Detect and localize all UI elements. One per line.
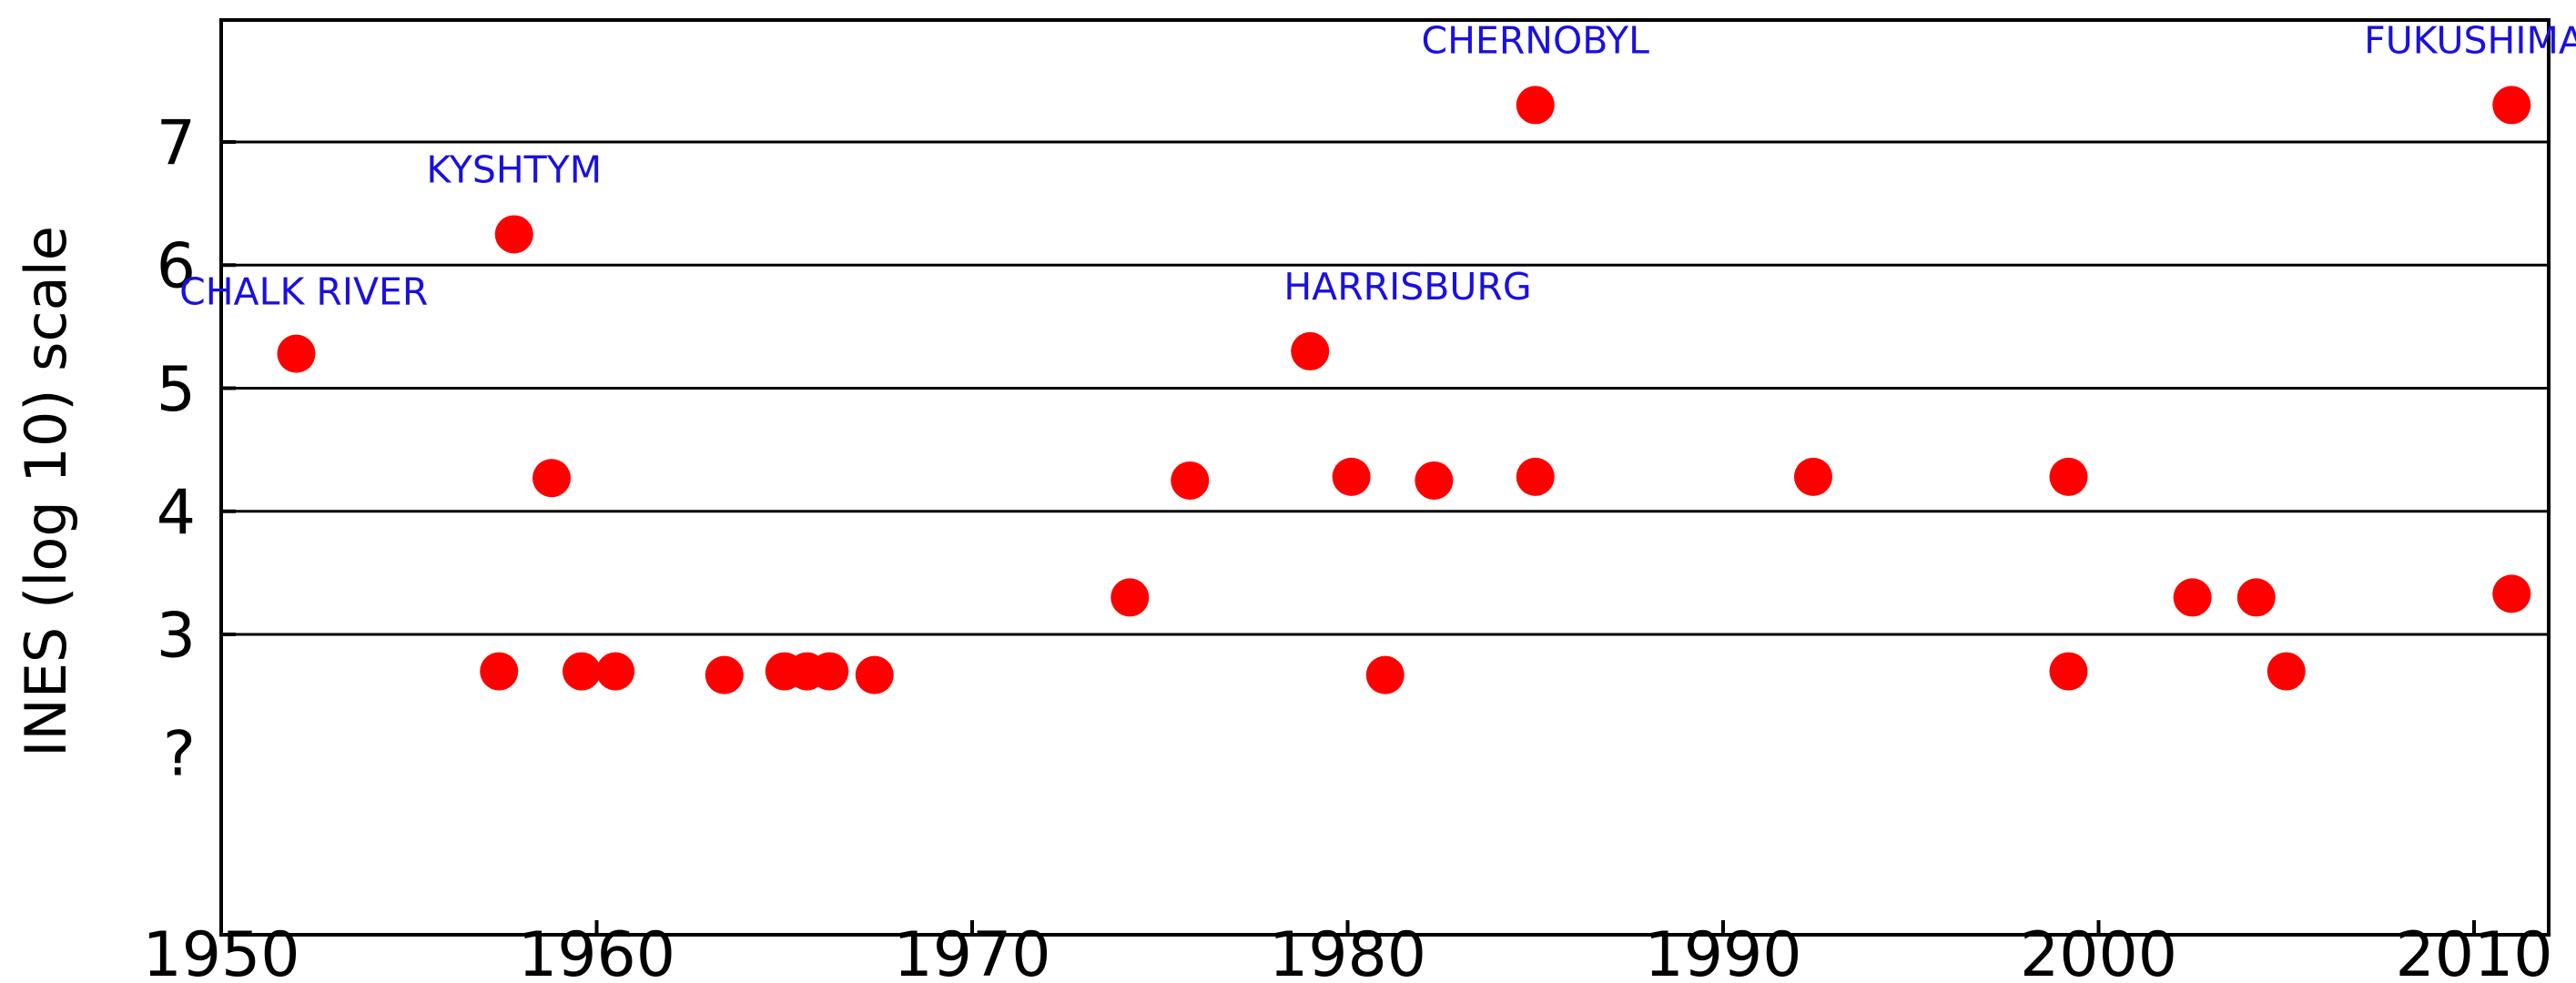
data-point — [480, 652, 519, 691]
data-point — [2173, 578, 2212, 617]
data-point — [1171, 461, 1210, 500]
annotation-fukushima: FUKUSHIMA — [2364, 19, 2576, 63]
data-point — [2492, 574, 2531, 613]
data-point — [1365, 655, 1405, 694]
y-tick-label-7: 7 — [157, 107, 196, 179]
data-point — [705, 655, 744, 694]
plot-frame — [219, 18, 2551, 937]
tick-marks — [219, 140, 2476, 935]
y-tick-label-5: 5 — [157, 354, 196, 426]
x-tick-label-2000: 2000 — [2020, 919, 2177, 983]
x-tick-label-2010: 2010 — [2395, 919, 2552, 983]
y-tick-label-4: 4 — [157, 477, 196, 549]
annotation-chernobyl: CHERNOBYL — [1421, 19, 1649, 63]
data-point — [2236, 578, 2276, 617]
data-point — [1291, 331, 1330, 370]
data-points — [277, 86, 2531, 694]
annotation-harrisburg: HARRISBURG — [1283, 265, 1531, 309]
data-point — [810, 652, 849, 691]
x-tick-labels: 1950 1960 1970 1980 1990 2000 2010 — [142, 919, 2552, 983]
data-point — [596, 652, 635, 691]
x-tick-label-1970: 1970 — [893, 919, 1050, 983]
data-point — [277, 334, 316, 373]
data-point — [494, 215, 533, 254]
data-point — [2492, 86, 2531, 125]
data-point — [2049, 652, 2088, 691]
data-point — [855, 655, 894, 694]
y-axis-label: INES (log 10) scale — [13, 226, 79, 757]
annotation-chalk-river: CHALK RIVER — [179, 270, 428, 314]
data-point — [1516, 86, 1555, 125]
y-tick-labels: ? 3 4 5 6 7 — [157, 107, 196, 790]
x-tick-label-1950: 1950 — [142, 919, 299, 983]
data-point — [1516, 457, 1555, 496]
x-tick-label-1960: 1960 — [518, 919, 675, 983]
data-point — [1415, 461, 1454, 500]
data-point — [1332, 457, 1371, 496]
data-point — [2049, 457, 2088, 496]
y-tick-label-6: 6 — [157, 231, 196, 303]
data-point — [1794, 457, 1832, 496]
y-tick-label-3: 3 — [157, 600, 196, 672]
x-tick-label-1980: 1980 — [1269, 919, 1426, 983]
data-point — [2267, 652, 2306, 691]
data-point — [1111, 578, 1150, 617]
annotations: CHALK RIVER KYSHTYM HARRISBURG CHERNOBYL FUK… — [179, 19, 2576, 314]
x-tick-label-1990: 1990 — [1644, 919, 1801, 983]
data-point — [563, 652, 601, 691]
data-point — [532, 459, 571, 498]
y-tick-label-?: ? — [163, 719, 196, 791]
axes — [219, 18, 2551, 937]
gridlines — [221, 140, 2549, 636]
annotation-kyshtym: KYSHTYM — [426, 148, 602, 192]
